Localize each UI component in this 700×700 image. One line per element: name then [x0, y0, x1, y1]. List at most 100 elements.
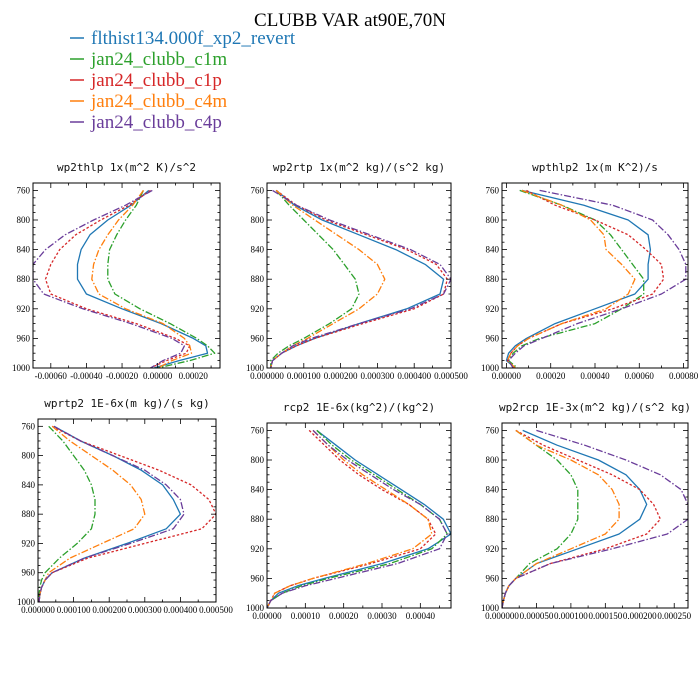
y-tick-label: 800	[486, 215, 500, 225]
y-tick-label: 880	[486, 514, 500, 524]
series-line-jan24-clubb-c4m	[502, 429, 620, 608]
y-tick-label: 1000	[17, 597, 36, 607]
y-tick-label: 1000	[481, 603, 500, 613]
x-tick-label: 0.000100	[554, 611, 588, 621]
y-tick-label: 960	[22, 568, 36, 578]
y-tick-label: 760	[251, 185, 265, 195]
y-tick-label: 800	[17, 215, 31, 225]
x-tick-label: 0.00020	[179, 371, 209, 381]
x-tick-label: 0.00000	[492, 371, 522, 381]
x-tick-label: 0.00040	[580, 371, 610, 381]
x-tick-label: 0.000200	[92, 605, 126, 615]
series-line-jan24-clubb-c4p	[267, 429, 448, 608]
y-tick-label: 1000	[246, 363, 265, 373]
y-tick-label: 840	[17, 245, 31, 255]
y-tick-label: 960	[486, 333, 500, 343]
y-tick-label: 1000	[12, 363, 31, 373]
series-line-jan24-clubb-c1p	[502, 429, 662, 608]
x-tick-label: 0.000300	[361, 371, 395, 381]
legend-entry-jan24-clubb-c1m: jan24_clubb_c1m	[70, 49, 227, 70]
y-tick-label: 880	[486, 274, 500, 284]
series-line-flthist134-000f-xp2-revert	[267, 429, 451, 608]
panel-wp2thlp: wp2thlp 1x(m^2 K)/s^2 760 800 840 880 920 960 1…	[12, 161, 221, 381]
x-tick-label: 0.000300	[128, 605, 162, 615]
series-line-jan24-clubb-c1p	[38, 425, 216, 602]
y-tick-label: 840	[22, 480, 36, 490]
y-tick-label: 760	[17, 185, 31, 195]
panel-title: rcp2 1E-6x(kg^2)/(kg^2)	[283, 401, 435, 414]
y-tick-label: 880	[251, 514, 265, 524]
x-tick-label: 0.00030	[367, 611, 397, 621]
x-tick-label: -0.00040	[70, 371, 103, 381]
series-line-jan24-clubb-c1p	[44, 189, 191, 368]
legend-label: jan24_clubb_c4m	[90, 91, 227, 112]
x-tick-label: 0.000100	[57, 605, 91, 615]
plot-frame	[501, 422, 689, 609]
panel-rcp2: rcp2 1E-6x(kg^2)/(kg^2) 760 800 840 880 920 96…	[246, 401, 452, 621]
series-line-jan24-clubb-c4p	[33, 189, 186, 368]
y-tick-label: 800	[22, 451, 36, 461]
y-tick-label: 920	[486, 304, 500, 314]
x-tick-label: 0.00010	[291, 611, 321, 621]
y-tick-label: 960	[251, 333, 265, 343]
panel-wp2rcp: wp2rcp 1E-3x(m^2 kg)/(s^2 kg) 760 800 840 88…	[481, 401, 692, 621]
plot-frame	[37, 418, 217, 603]
y-tick-label: 920	[17, 304, 31, 314]
y-tick-label: 840	[251, 485, 265, 495]
series-line-jan24-clubb-c4m	[267, 429, 433, 608]
series-line-jan24-clubb-c1m	[107, 190, 216, 368]
legend-label: flthist134.000f_xp2_revert	[91, 28, 296, 49]
y-tick-label: 1000	[246, 603, 265, 613]
y-tick-label: 760	[486, 425, 500, 435]
legend-entry-jan24-clubb-c4m: jan24_clubb_c4m	[70, 91, 227, 112]
y-tick-label: 800	[486, 455, 500, 465]
series-line-jan24-clubb-c1m	[267, 429, 448, 608]
y-tick-label: 800	[251, 215, 265, 225]
x-tick-label: -0.00060	[35, 371, 68, 381]
plot-frame	[501, 182, 689, 369]
x-tick-label: 0.000050	[520, 611, 554, 621]
x-tick-label: 0.00040	[406, 611, 436, 621]
y-tick-label: 760	[486, 185, 500, 195]
series-line-jan24-clubb-c4p	[502, 429, 688, 608]
y-tick-label: 920	[251, 544, 265, 554]
legend-entry-flthist134-000f-xp2-revert: flthist134.000f_xp2_revert	[70, 28, 296, 49]
y-tick-label: 880	[22, 509, 36, 519]
series-line-flthist134-000f-xp2-revert	[505, 189, 652, 368]
y-tick-label: 1000	[481, 363, 500, 373]
y-tick-label: 880	[251, 274, 265, 284]
series-line-jan24-clubb-c4p	[270, 189, 451, 368]
panel-title: wp2thlp 1x(m^2 K)/s^2	[57, 161, 196, 174]
x-tick-label: -0.00020	[106, 371, 139, 381]
y-tick-label: 840	[486, 485, 500, 495]
y-tick-label: 760	[251, 425, 265, 435]
y-tick-label: 960	[486, 573, 500, 583]
series-line-jan24-clubb-c4p	[507, 189, 687, 368]
series-line-jan24-clubb-c1m	[507, 189, 645, 368]
series-line-jan24-clubb-c4m	[506, 189, 636, 368]
series-line-flthist134-000f-xp2-revert	[38, 425, 182, 602]
y-tick-label: 960	[17, 333, 31, 343]
x-tick-label: 0.00020	[536, 371, 566, 381]
series-line-jan24-clubb-c4m	[38, 425, 146, 602]
x-tick-label: 0.00000	[143, 371, 173, 381]
panel-wpthlp2: wpthlp2 1x(m K^2)/s 760 800 840 880 920 960 100…	[481, 161, 699, 381]
series-line-jan24-clubb-c1m	[38, 425, 96, 602]
legend-label: jan24_clubb_c4p	[90, 112, 222, 133]
panel-title: wp2rcp 1E-3x(m^2 kg)/(s^2 kg)	[499, 401, 691, 414]
x-tick-label: 0.000400	[397, 371, 431, 381]
plot-frame	[32, 182, 221, 369]
x-tick-label: 0.000250	[657, 611, 691, 621]
legend-entry-jan24-clubb-c4p: jan24_clubb_c4p	[70, 112, 222, 133]
series-line-flthist134-000f-xp2-revert	[502, 429, 648, 608]
legend-label: jan24_clubb_c1m	[90, 49, 227, 70]
panel-title: wp2rtp 1x(m^2 kg)/(s^2 kg)	[273, 161, 445, 174]
plot-frame	[266, 422, 452, 609]
figure-title: CLUBB VAR at90E,70N	[254, 10, 446, 31]
series-line-flthist134-000f-xp2-revert	[76, 189, 209, 368]
panel-title: wprtp2 1E-6x(m kg)/(s kg)	[44, 397, 210, 410]
series-line-jan24-clubb-c1p	[267, 429, 437, 608]
series-line-jan24-clubb-c4m	[270, 189, 386, 368]
y-tick-label: 880	[17, 274, 31, 284]
y-tick-label: 840	[486, 245, 500, 255]
